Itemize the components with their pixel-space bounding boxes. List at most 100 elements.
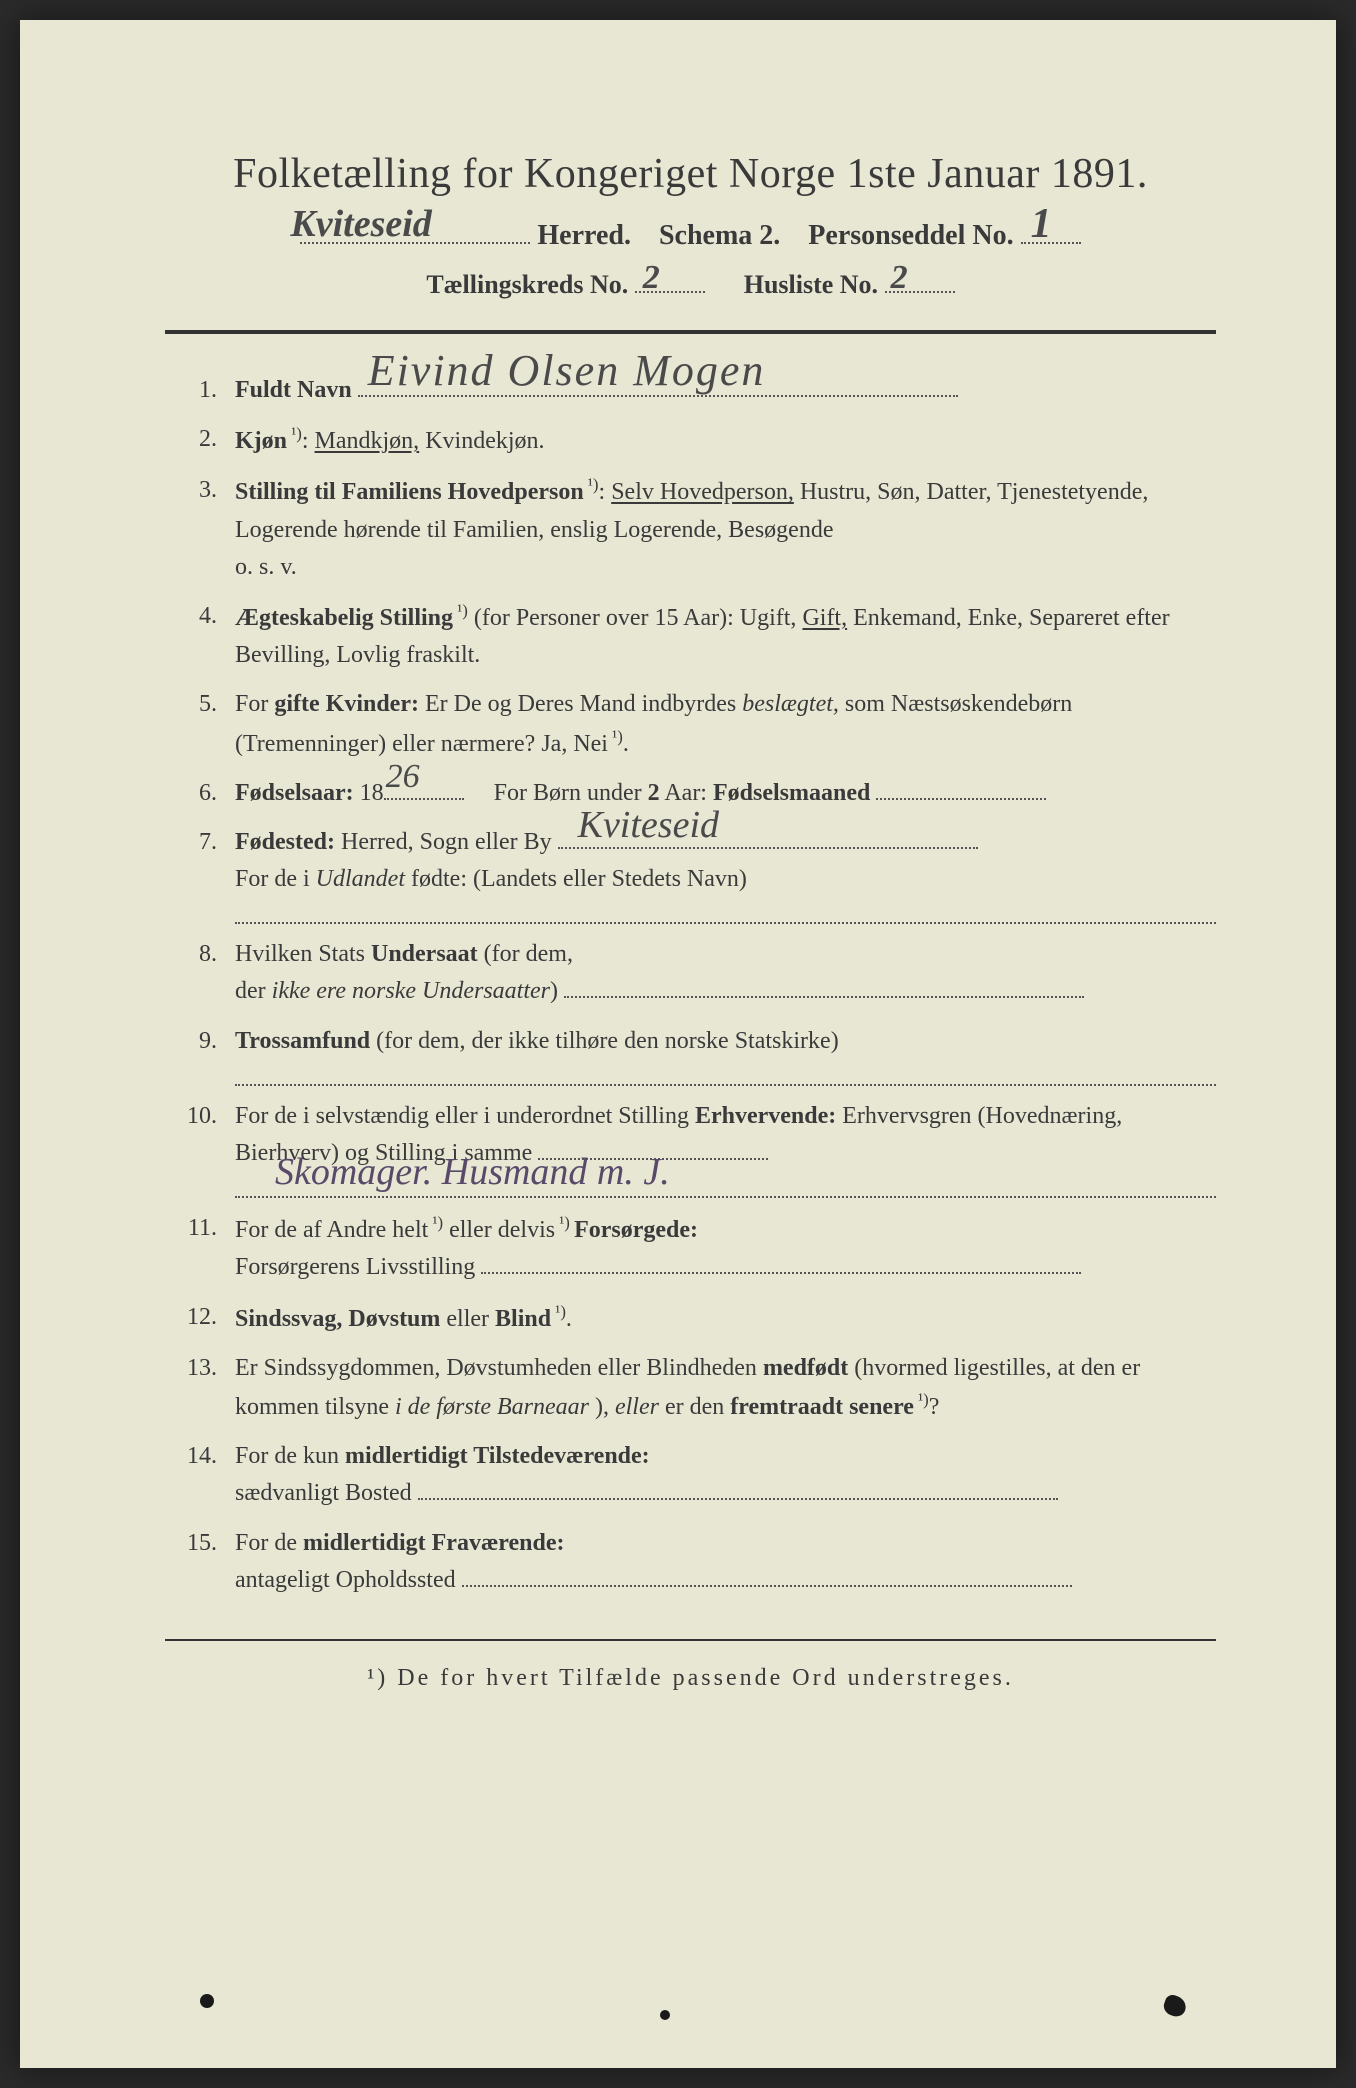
opt: Kvindekjøn. [425, 428, 544, 454]
item-num: 10. [175, 1098, 235, 1198]
label: midlertidigt Fraværende: [303, 1530, 565, 1556]
item-num: 4. [175, 598, 235, 674]
punch-hole-icon [200, 1994, 214, 2008]
label: Kjøn [235, 428, 287, 454]
item-body: For gifte Kvinder: Er De og Deres Mand i… [235, 686, 1216, 762]
item-14: 14. For de kun midlertidigt Tilstedevære… [175, 1438, 1216, 1512]
selected: Gift, [802, 605, 847, 631]
herred-field: Kviteseid [300, 242, 530, 244]
item-num: 1. [175, 372, 235, 409]
divider-top [165, 330, 1216, 334]
ital: eller [615, 1394, 659, 1420]
txt: Hvilken Stats [235, 941, 371, 967]
txt: 18 [360, 780, 384, 806]
kreds-no-field: 2 [635, 291, 705, 293]
txt: Er De og Deres Mand indbyrdes [425, 691, 742, 717]
label: midlertidigt Tilstedeværende: [345, 1443, 650, 1469]
label: Fødselsaar: [235, 780, 354, 806]
item-9: 9. Trossamfund (for dem, der ikke tilhør… [175, 1023, 1216, 1086]
item-body: Fuldt Navn Eivind Olsen Mogen [235, 372, 1216, 409]
item-15: 15. For de midlertidigt Fraværende: anta… [175, 1525, 1216, 1599]
txt: For de i [235, 866, 316, 892]
item-num: 7. [175, 824, 235, 924]
txt: Forsørgerens Livsstilling [235, 1254, 475, 1280]
item-7: 7. Fødested: Herred, Sogn eller By Kvite… [175, 824, 1216, 924]
txt: eller [446, 1306, 495, 1332]
personseddel-no-hw: 1 [1031, 200, 1052, 248]
sup: ¹) [287, 424, 302, 443]
item-num: 15. [175, 1525, 235, 1599]
schema-label: Schema 2. [659, 220, 780, 251]
footnote-marker: ¹) [367, 1665, 388, 1691]
item-body: Stilling til Familiens Hovedperson ¹): S… [235, 472, 1216, 586]
txt: fødte: (Landets eller Stedets Navn) [411, 866, 747, 892]
label: Stilling til Familiens Hovedperson [235, 479, 584, 505]
kreds-label: Tællingskreds No. [426, 270, 628, 299]
txt: (for Personer over 15 Aar): Ugift, [474, 605, 803, 631]
ital: beslægtet, [742, 691, 839, 717]
item-1: 1. Fuldt Navn Eivind Olsen Mogen [175, 372, 1216, 409]
blank-field [418, 1498, 1058, 1500]
label: medfødt [763, 1355, 848, 1381]
item-num: 8. [175, 936, 235, 1010]
item-num: 12. [175, 1299, 235, 1338]
selected: Selv Hovedperson, [611, 479, 794, 505]
herred-label: Herred. [537, 220, 631, 251]
item-3: 3. Stilling til Familiens Hovedperson ¹)… [175, 472, 1216, 586]
year-hw: 26 [386, 751, 420, 804]
personseddel-label: Personseddel No. [808, 220, 1013, 251]
item-body: Trossamfund (for dem, der ikke tilhøre d… [235, 1023, 1216, 1086]
item-body: Sindssvag, Døvstum eller Blind ¹). [235, 1299, 1216, 1338]
label: Undersaat [371, 941, 478, 967]
txt: der [235, 978, 272, 1004]
sup: ¹) [584, 475, 599, 494]
month-field [876, 798, 1046, 800]
blank-line [235, 1066, 1216, 1086]
divider-bottom [165, 1639, 1216, 1641]
txt: For de i selvstændig eller i underordnet… [235, 1103, 695, 1129]
label: fremtraadt senere [730, 1394, 914, 1420]
main-title: Folketælling for Kongeriget Norge 1ste J… [165, 150, 1216, 198]
item-body: For de af Andre helt ¹) eller delvis ¹) … [235, 1210, 1216, 1286]
occupation-field: Skomager. Husmand m. J. [235, 1178, 1216, 1198]
kreds-no-hw: 2 [643, 259, 660, 297]
item-body: Fødested: Herred, Sogn eller By Kvitesei… [235, 824, 1216, 924]
blank-field [481, 1272, 1081, 1274]
item-body: For de kun midlertidigt Tilstedeværende:… [235, 1438, 1216, 1512]
footnote: ¹) De for hvert Tilfælde passende Ord un… [165, 1665, 1216, 1692]
ital: ikke ere norske Undersaatter [272, 978, 550, 1004]
label: Ægteskabelig Stilling [235, 605, 453, 631]
document-page: Folketælling for Kongeriget Norge 1ste J… [20, 20, 1336, 2068]
sup: ¹) [453, 601, 468, 620]
label: Blind [495, 1306, 551, 1332]
txt: eller delvis [449, 1217, 555, 1243]
item-num: 14. [175, 1438, 235, 1512]
item-10: 10. For de i selvstændig eller i underor… [175, 1098, 1216, 1198]
husliste-label: Husliste No. [744, 270, 878, 299]
occupation-hw: Skomager. Husmand m. J. [275, 1143, 670, 1202]
item-12: 12. Sindssvag, Døvstum eller Blind ¹). [175, 1299, 1216, 1338]
txt: sædvanligt Bosted [235, 1480, 412, 1506]
place-hw: Kviteseid [578, 796, 719, 855]
header-line-2: Kviteseid Herred. Schema 2. Personseddel… [165, 220, 1216, 252]
osv: o. s. v. [235, 554, 297, 580]
punch-hole-icon [1161, 1993, 1189, 2019]
blank-field [564, 996, 1084, 998]
item-8: 8. Hvilken Stats Undersaat (for dem, der… [175, 936, 1216, 1010]
txt: (for dem, [484, 941, 573, 967]
item-body: Kjøn ¹): Mandkjøn, Kvindekjøn. [235, 421, 1216, 460]
item-5: 5. For gifte Kvinder: Er De og Deres Man… [175, 686, 1216, 762]
sup: ¹) [608, 727, 623, 746]
ital: Udlandet [316, 866, 405, 892]
txt: Er Sindssygdommen, Døvstumheden eller Bl… [235, 1355, 763, 1381]
txt: For de kun [235, 1443, 345, 1469]
item-2: 2. Kjøn ¹): Mandkjøn, Kvindekjøn. [175, 421, 1216, 460]
item-4: 4. Ægteskabelig Stilling ¹) (for Persone… [175, 598, 1216, 674]
ital: i de første Barneaar [395, 1394, 589, 1420]
txt: Herred, Sogn eller By [341, 829, 552, 855]
label: Erhvervende: [695, 1103, 836, 1129]
item-num: 6. [175, 775, 235, 812]
label: Fødested: [235, 829, 335, 855]
place-field: Kviteseid [558, 847, 978, 849]
label: Fødselsmaaned [713, 780, 870, 806]
